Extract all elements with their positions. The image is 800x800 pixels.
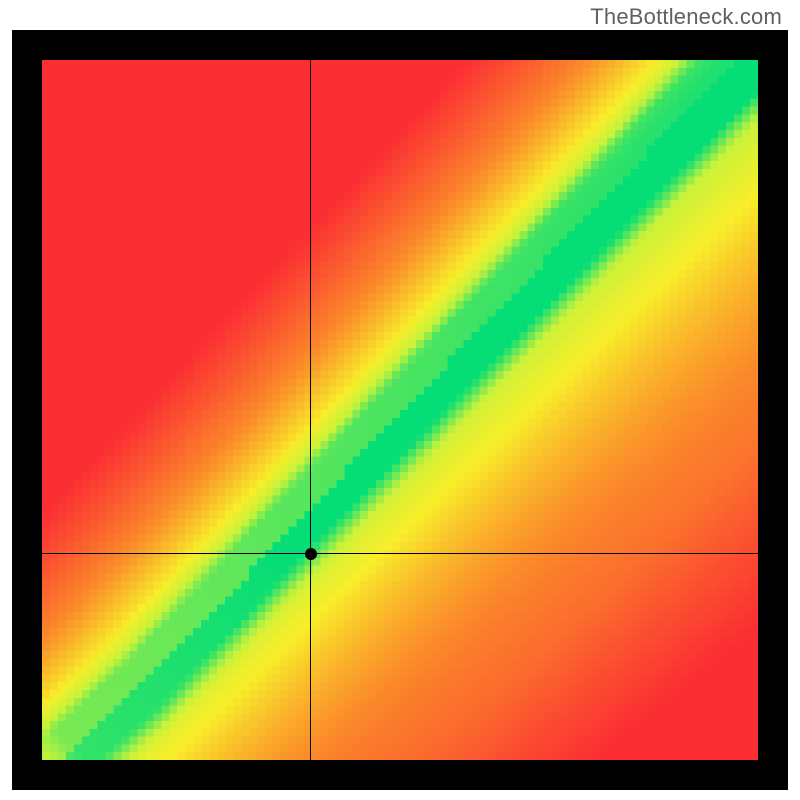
crosshair-vertical <box>310 60 311 760</box>
bottleneck-heatmap <box>42 60 758 760</box>
crosshair-horizontal <box>42 553 758 554</box>
watermark-text: TheBottleneck.com <box>590 4 782 30</box>
data-point-marker <box>305 548 317 560</box>
chart-container: TheBottleneck.com <box>0 0 800 800</box>
